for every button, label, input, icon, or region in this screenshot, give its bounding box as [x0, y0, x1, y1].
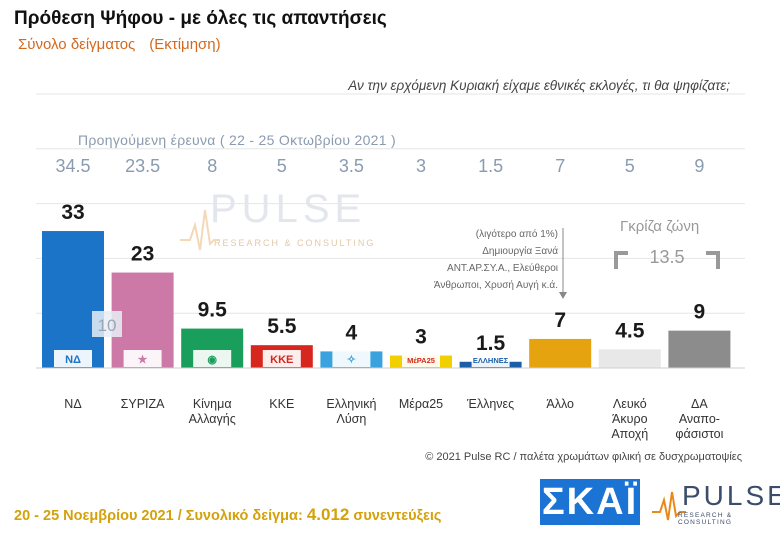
previous-survey-label: Προηγούμενη έρευνα ( 22 - 25 Οκτωβρίου 2… — [78, 132, 396, 148]
data-label: 9 — [694, 301, 706, 324]
party-logo-icon — [471, 350, 510, 367]
chart-subtitle: Σύνολο δείγματος (Εκτίμηση) — [18, 36, 221, 53]
survey-question: Αν την ερχόμενη Κυριακή είχαμε εθνικές ε… — [348, 78, 730, 93]
data-label: 1.5 — [476, 332, 506, 355]
pulse-logo-word: PULSE — [682, 480, 780, 511]
previous-value: 1.5 — [478, 156, 503, 176]
x-tick-label: ΔΑ — [691, 397, 708, 411]
x-tick-label: Αποχή — [611, 427, 648, 441]
data-label: 4.5 — [615, 319, 645, 342]
bar — [529, 338, 592, 368]
x-tick-label: Λύση — [336, 412, 366, 426]
previous-value: 3.5 — [339, 156, 364, 176]
overlay-label: 10 — [98, 316, 117, 335]
party-logo-icon — [123, 350, 162, 367]
previous-value: 34.5 — [55, 156, 90, 176]
gray-zone-number: 13.5 — [649, 247, 685, 267]
gray-zone-label: Γκρίζα ζώνη — [620, 218, 700, 235]
data-label: 23 — [131, 243, 154, 266]
note-line: Άνθρωποι, Χρυσή Αυγή κ.ά. — [433, 280, 558, 291]
party-logo-text: ◉ — [207, 354, 217, 366]
footer-info: 20 - 25 Νοεμβρίου 2021 / Συνολικό δείγμα… — [14, 505, 441, 525]
note-line: Δημιουργία Ξανά — [482, 246, 558, 257]
previous-value: 7 — [555, 156, 565, 176]
footer-sample: 4.012 — [306, 505, 350, 524]
watermark-sub: RESEARCH & CONSULTING — [214, 238, 375, 248]
x-tick-label: Έλληνες — [466, 397, 514, 411]
x-tick-label: φάσιστοι — [675, 427, 723, 441]
party-logo-icon — [332, 350, 371, 367]
data-label: 5.5 — [267, 315, 297, 338]
note-line: (λιγότερο από 1%) — [475, 229, 558, 240]
x-tick-label: ΣΥΡΙΖΑ — [121, 397, 166, 411]
party-logo-text: ΕΛΛΗΝΕΣ — [473, 356, 509, 365]
x-tick-label: Μέρα25 — [399, 397, 443, 411]
watermark-wave-icon — [180, 209, 220, 251]
party-logo-text: ΜέΡΑ25 — [407, 356, 435, 365]
footer-dates: 20 - 25 Νοεμβρίου 2021 / Συνολικό δείγμα… — [14, 508, 303, 524]
data-label: 3 — [415, 326, 427, 349]
previous-value: 5 — [277, 156, 287, 176]
x-tick-label: Άκυρο — [612, 412, 648, 426]
subtitle-text: Σύνολο δείγματος — [18, 36, 136, 53]
data-label: 4 — [346, 321, 358, 344]
footer-sample-suffix: συνεντεύξεις — [353, 508, 442, 524]
party-logo-text: ★ — [138, 354, 148, 366]
bar — [42, 231, 104, 368]
copyright: © 2021 Pulse RC / παλέτα χρωμάτων φιλική… — [425, 451, 742, 463]
bracket-right-icon — [706, 251, 720, 269]
note-line: ΑΝΤ.ΑΡ.ΣΥ.Α., Ελεύθεροι — [447, 263, 558, 274]
bar — [598, 349, 661, 368]
party-logo-text: ΚΚΕ — [270, 354, 293, 366]
party-logo-text: ✧ — [347, 354, 356, 366]
pulse-logo: PULSE RESEARCH & CONSULTING — [652, 480, 780, 526]
x-tick-label: Αλλαγής — [189, 412, 236, 426]
previous-value: 8 — [207, 156, 217, 176]
data-label: 7 — [554, 309, 566, 332]
x-tick-label: Λευκό — [613, 397, 647, 411]
pulse-logo-sub: RESEARCH & CONSULTING — [678, 512, 733, 526]
x-tick-label: Αναπο- — [679, 412, 720, 426]
previous-value: 23.5 — [125, 156, 160, 176]
note-arrow-icon — [559, 292, 567, 299]
party-logo-icon — [193, 350, 232, 367]
overlay-box — [92, 311, 122, 337]
party-logo-text: ΝΔ — [65, 354, 81, 366]
data-label: 33 — [61, 201, 84, 224]
pulse-wave-icon — [652, 491, 686, 521]
previous-value: 5 — [625, 156, 635, 176]
previous-value: 3 — [416, 156, 426, 176]
party-logo-icon — [54, 350, 92, 367]
x-tick-label: Άλλο — [546, 397, 574, 411]
chart-title: Πρόθεση Ψήφου - με όλες τις απαντήσεις — [14, 8, 387, 29]
watermark-word: PULSE — [210, 187, 366, 231]
gray-zone-value: 13.5 — [614, 245, 720, 271]
subtitle-tag: (Εκτίμηση) — [149, 36, 221, 53]
other-parties-note: (λιγότερο από 1%) Δημιουργία Ξανά ΑΝΤ.ΑΡ… — [420, 226, 558, 294]
x-tick-label: ΝΔ — [64, 397, 81, 411]
party-logo-icon — [402, 350, 440, 367]
bracket-left-icon — [614, 251, 628, 269]
bar — [668, 330, 731, 368]
x-tick-label: Ελληνική — [326, 397, 376, 411]
x-tick-label: ΚΚΕ — [269, 397, 294, 411]
previous-value: 9 — [694, 156, 704, 176]
party-logo-icon — [262, 350, 301, 367]
data-label: 9.5 — [198, 299, 228, 322]
skai-logo: ΣΚΑΪ — [540, 479, 640, 525]
x-tick-label: Κίνημα — [193, 397, 232, 411]
